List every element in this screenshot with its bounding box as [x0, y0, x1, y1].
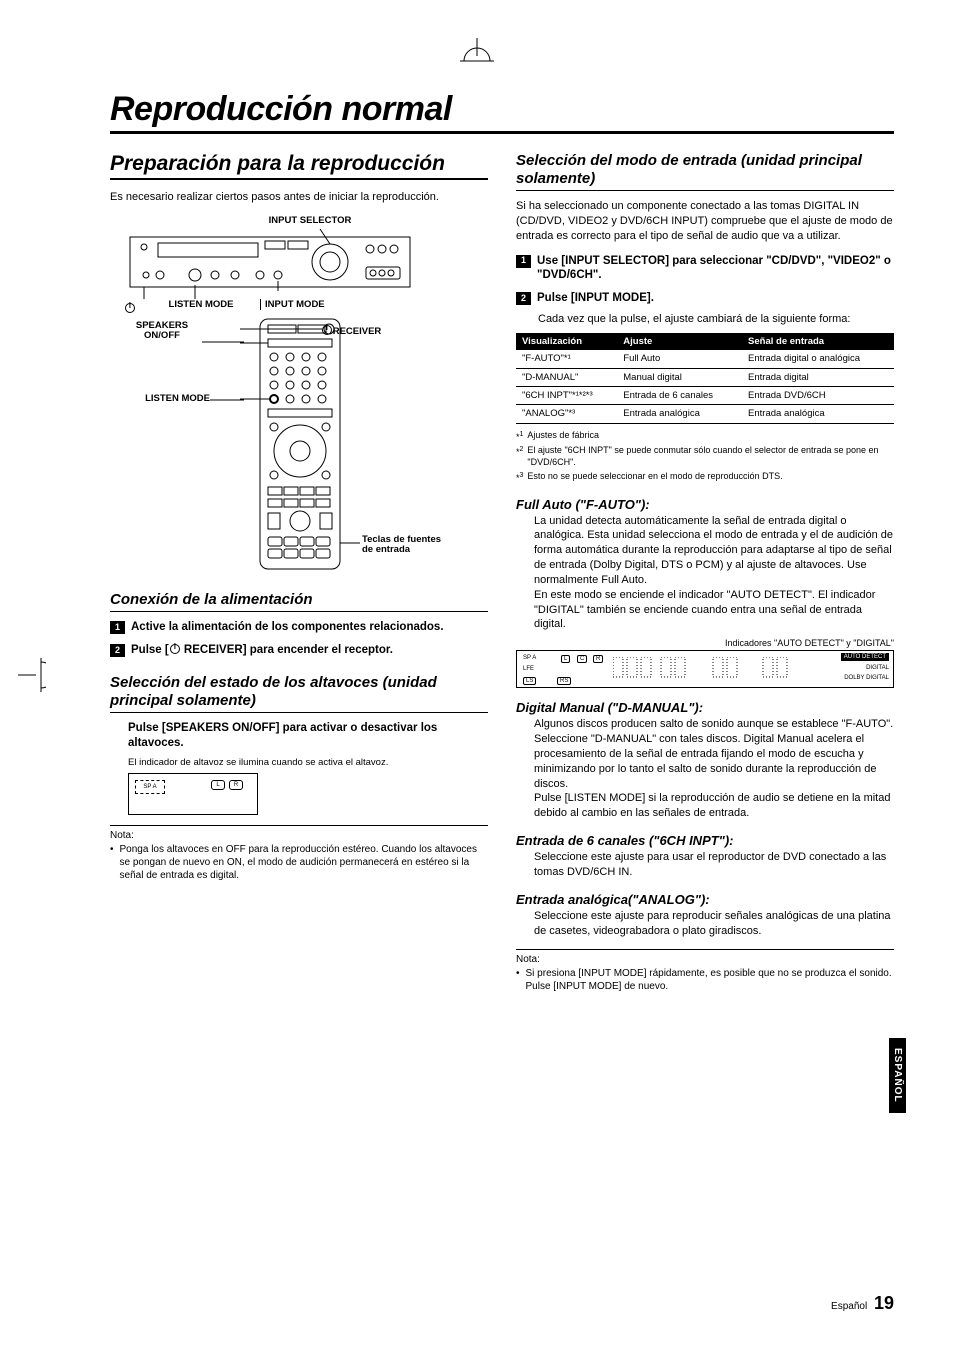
- lbl-speakers: SPEAKERS ON/OFF: [122, 321, 202, 342]
- leader-speakers: [202, 328, 244, 348]
- crop-mark-top: [460, 38, 494, 66]
- fauto-body: La unidad detecta automáticamente la señ…: [534, 514, 894, 633]
- fauto-caption: Indicadores "AUTO DETECT" y "DIGITAL": [516, 638, 894, 648]
- input-step2-text: Pulse [INPUT MODE].: [537, 291, 894, 306]
- page-title: Reproducción normal: [110, 90, 894, 134]
- page-number: 19: [874, 1293, 894, 1313]
- analog-body: Seleccione este ajuste para reproducir s…: [534, 909, 894, 939]
- footer-lang: Español: [831, 1301, 867, 1312]
- crop-mark-left: [18, 658, 46, 692]
- prep-intro: Es necesario realizar ciertos pasos ante…: [110, 190, 488, 205]
- mode-table: Visualización Ajuste Señal de entrada "F…: [516, 333, 894, 424]
- input-mode-heading: Selección del modo de entrada (unidad pr…: [516, 152, 894, 191]
- power-step1: 1 Active la alimentación de los componen…: [110, 620, 488, 635]
- remote-svg: [240, 315, 360, 575]
- r-indicator: R: [229, 780, 243, 790]
- lbl-teclas: Teclas de fuentes de entrada: [362, 535, 472, 556]
- power-step2: 2 Pulse [ RECEIVER] para encender el rec…: [110, 643, 488, 658]
- note-body-2: • Si presiona [INPUT MODE] rápidamente, …: [516, 967, 894, 993]
- table-row: "ANALOG"*³Entrada analógicaEntrada analó…: [516, 405, 894, 423]
- sp-indicator: SP A: [135, 780, 165, 794]
- fauto-heading: Full Auto ("F-AUTO"):: [516, 497, 894, 512]
- badge-1: 1: [516, 255, 531, 268]
- note-divider: [110, 825, 488, 826]
- right-column: Selección del modo de entrada (unidad pr…: [516, 152, 894, 993]
- left-column: Preparación para la reproducción Es nece…: [110, 152, 488, 993]
- footnotes: *1Ajustes de fábrica*2El ajuste "6CH INP…: [516, 430, 894, 485]
- footnote: *3Esto no se puede seleccionar en el mod…: [516, 471, 894, 485]
- speakers-step: Pulse [SPEAKERS ON/OFF] para activar o d…: [128, 721, 488, 751]
- input-step2: 2 Pulse [INPUT MODE].: [516, 291, 894, 306]
- th-signal: Señal de entrada: [742, 333, 894, 350]
- 6ch-heading: Entrada de 6 canales ("6CH INPT"):: [516, 833, 894, 848]
- lbl-listen-mode-side: LISTEN MODE: [110, 393, 210, 404]
- note-text-2: Si presiona [INPUT MODE] rápidamente, es…: [526, 967, 894, 993]
- input-step1: 1 Use [INPUT SELECTOR] para seleccionar …: [516, 254, 894, 284]
- th-display: Visualización: [516, 333, 617, 350]
- bullet-icon: •: [110, 843, 114, 882]
- input-step2-sub: Cada vez que la pulse, el ajuste cambiar…: [538, 312, 894, 327]
- note-text: Ponga los altavoces en OFF para la repro…: [120, 843, 488, 882]
- prep-heading: Preparación para la reproducción: [110, 152, 488, 180]
- bullet-icon: •: [516, 967, 520, 993]
- device-diagram: INPUT SELECTOR: [110, 215, 440, 575]
- speakers-caption: El indicador de altavoz se ilumina cuand…: [128, 757, 488, 769]
- note-title: Nota:: [110, 830, 488, 841]
- speakers-step-text: Pulse [SPEAKERS ON/OFF] para activar o d…: [128, 721, 488, 751]
- table-row: "F-AUTO"*¹Full AutoEntrada digital o ana…: [516, 350, 894, 368]
- badge-2: 2: [516, 292, 531, 305]
- sec-power-heading: Conexión de la alimentación: [110, 591, 488, 612]
- dmanual-heading: Digital Manual ("D-MANUAL"):: [516, 700, 894, 715]
- l-indicator: L: [211, 780, 225, 790]
- lbl-listen-mode-top: LISTEN MODE: [156, 299, 246, 310]
- 6ch-body: Seleccione este ajuste para usar el repr…: [534, 850, 894, 880]
- th-setting: Ajuste: [617, 333, 742, 350]
- seven-seg: [613, 657, 793, 683]
- speaker-indicator-fig: SP A L R: [128, 773, 258, 815]
- leader-listen: [210, 396, 244, 404]
- page-footer: Español 19: [831, 1293, 894, 1314]
- lbl-input-mode: INPUT MODE: [260, 299, 350, 310]
- badge-1: 1: [110, 621, 125, 634]
- power-icon: [170, 644, 180, 654]
- badge-2: 2: [110, 644, 125, 657]
- sec-speakers-heading: Selección del estado de los altavoces (u…: [110, 674, 488, 713]
- display-indicator-fig: SP A LFE LS L C R RS AUTO DETECT DIGITAL…: [516, 650, 894, 688]
- analog-heading: Entrada analógica("ANALOG"):: [516, 892, 894, 907]
- power-icon: [124, 303, 136, 315]
- table-row: "D-MANUAL"Manual digitalEntrada digital: [516, 368, 894, 386]
- power-step2-text: Pulse [ RECEIVER] para encender el recep…: [131, 643, 488, 658]
- note-body: • Ponga los altavoces en OFF para la rep…: [110, 843, 488, 882]
- lbl-input-selector: INPUT SELECTOR: [250, 215, 370, 226]
- note-title-2: Nota:: [516, 954, 894, 965]
- input-step1-text: Use [INPUT SELECTOR] para seleccionar "C…: [537, 254, 894, 284]
- power-step1-text: Active la alimentación de los componente…: [131, 620, 488, 635]
- language-tab: ESPAÑOL: [889, 1038, 906, 1113]
- footnote: *2El ajuste "6CH INPT" se puede conmutar…: [516, 445, 894, 468]
- footnote: *1Ajustes de fábrica: [516, 430, 894, 444]
- table-row: "6CH INPT"*¹*²*³Entrada de 6 canalesEntr…: [516, 386, 894, 404]
- note-divider-2: [516, 949, 894, 950]
- receiver-svg: [120, 229, 420, 299]
- input-mode-intro: Si ha seleccionado un componente conecta…: [516, 199, 894, 244]
- dmanual-body: Algunos discos producen salto de sonido …: [534, 717, 894, 821]
